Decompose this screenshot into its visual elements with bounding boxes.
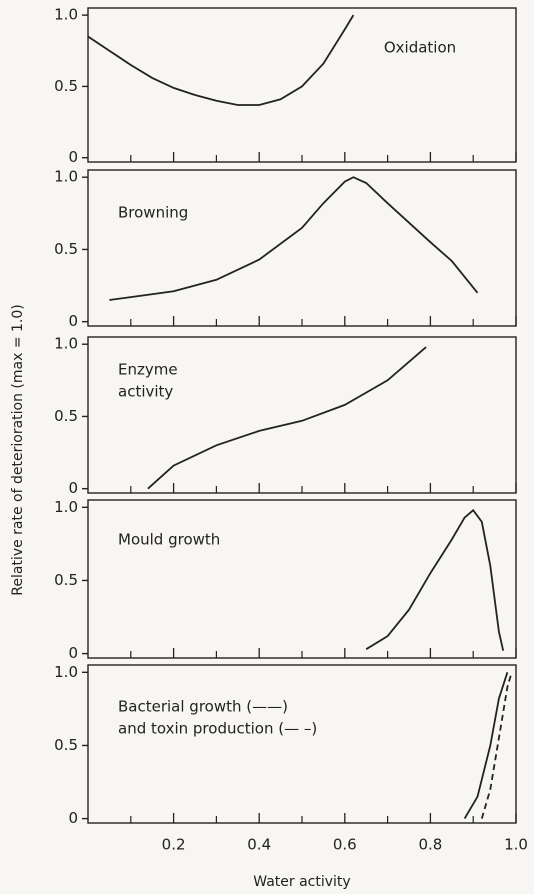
y-tick-label: 0 bbox=[68, 479, 78, 497]
line bbox=[109, 177, 477, 300]
annotation: Mould growth bbox=[118, 531, 220, 549]
y-tick-label: 0 bbox=[68, 312, 78, 330]
y-tick-label: 0.5 bbox=[54, 240, 78, 258]
annotation: Bacterial growth (——) bbox=[118, 698, 288, 716]
y-tick-label: 0 bbox=[68, 644, 78, 662]
y-axis-label: Relative rate of deterioration (max = 1.… bbox=[10, 304, 26, 595]
y-tick-label: 1.0 bbox=[54, 168, 78, 186]
chart: Relative rate of deterioration (max = 1.… bbox=[0, 0, 534, 894]
y-tick-label: 1.0 bbox=[54, 335, 78, 353]
panel-frame bbox=[88, 500, 516, 658]
x-axis-label: Water activity bbox=[253, 874, 350, 890]
y-tick-label: 1.0 bbox=[54, 498, 78, 516]
line bbox=[465, 672, 508, 818]
y-tick-label: 0.5 bbox=[54, 736, 78, 754]
x-tick-label: 0.4 bbox=[247, 836, 271, 854]
panel-frame bbox=[88, 170, 516, 326]
line bbox=[148, 347, 426, 489]
line bbox=[366, 510, 503, 651]
x-tick-label: 0.6 bbox=[333, 836, 357, 854]
y-tick-label: 1.0 bbox=[54, 6, 78, 24]
line bbox=[482, 672, 512, 818]
panel-frame bbox=[88, 8, 516, 162]
y-tick-label: 0.5 bbox=[54, 77, 78, 95]
annotation: Oxidation bbox=[384, 39, 456, 57]
annotation: Enzyme bbox=[118, 361, 178, 379]
panel-frame bbox=[88, 665, 516, 823]
y-tick-label: 0.5 bbox=[54, 407, 78, 425]
annotation: Browning bbox=[118, 204, 188, 222]
annotation: activity bbox=[118, 383, 173, 401]
y-tick-label: 1.0 bbox=[54, 663, 78, 681]
x-tick-label: 1.0 bbox=[504, 836, 528, 854]
annotation: and toxin production (— –) bbox=[118, 720, 317, 738]
x-tick-label: 0.8 bbox=[418, 836, 442, 854]
line bbox=[88, 15, 353, 105]
y-tick-label: 0 bbox=[68, 809, 78, 827]
y-tick-label: 0.5 bbox=[54, 571, 78, 589]
y-tick-label: 0 bbox=[68, 148, 78, 166]
x-tick-label: 0.2 bbox=[162, 836, 186, 854]
